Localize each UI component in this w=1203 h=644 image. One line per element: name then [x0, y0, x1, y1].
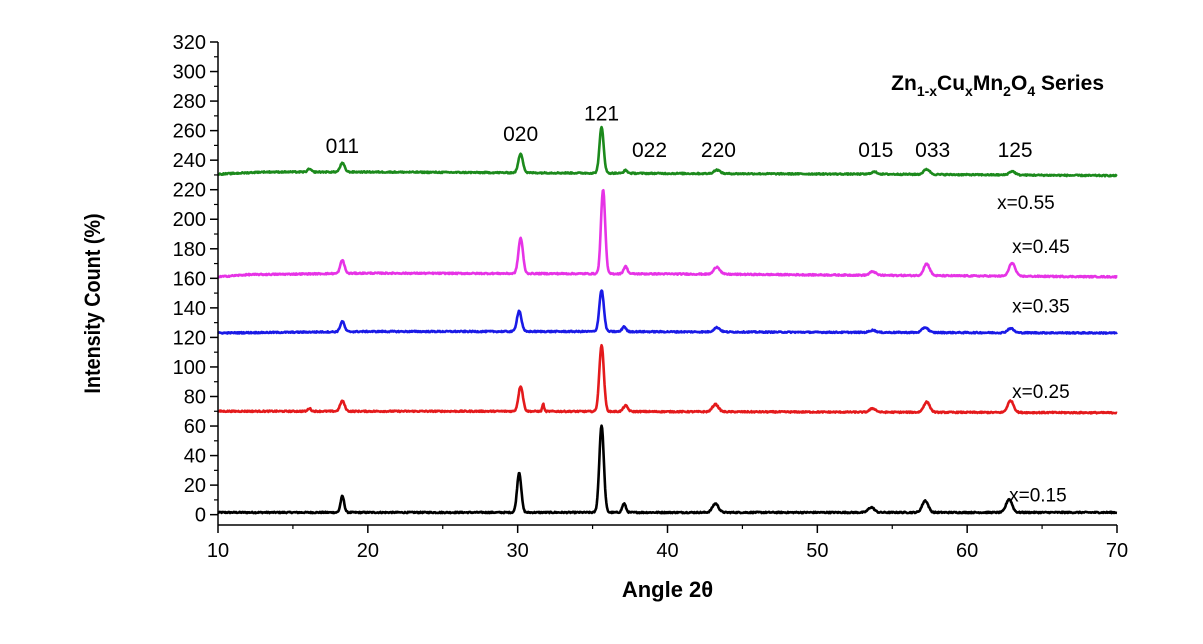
x-tick-label: 60	[956, 540, 978, 562]
peak-label: 022	[632, 139, 667, 162]
x-tick-label: 40	[656, 540, 678, 562]
series-label: x=0.35	[1012, 296, 1070, 317]
axes-layer: 10 20 30 40 50 60 7002040608010012014016018020…	[173, 32, 1129, 562]
y-tick-label: 320	[173, 32, 206, 54]
series-label: x=0.45	[1012, 237, 1070, 258]
peak-label: 015	[858, 139, 893, 162]
y-tick-label: 260	[173, 121, 206, 143]
y-tick-label: 40	[184, 446, 206, 468]
y-tick-label: 200	[173, 209, 206, 231]
series-layer	[217, 125, 1118, 515]
series-label: x=0.25	[1012, 382, 1070, 403]
series-line	[217, 289, 1118, 335]
title-text-part: Series	[1035, 72, 1104, 95]
labels-layer: x=0.15 x=0.25 x=0.35 x=0.45 x=0.55 011 020 121 0…	[326, 102, 1070, 506]
y-tick-label: 300	[173, 62, 206, 84]
peak-label: 121	[584, 102, 619, 125]
y-tick-label: 100	[173, 357, 206, 379]
title-subscript: 4	[1027, 83, 1035, 99]
y-tick-label: 240	[173, 150, 206, 172]
series-line	[217, 125, 1118, 178]
title-text-part: Zn	[891, 72, 917, 95]
y-tick-label: 160	[173, 268, 206, 290]
x-tick-label: 10	[207, 540, 229, 562]
title-subscript: 2	[1003, 83, 1011, 99]
x-tick-label: 50	[806, 540, 828, 562]
y-tick-label: 0	[195, 505, 206, 527]
title-text-part: Mn	[973, 72, 1003, 95]
y-tick-label: 180	[173, 239, 206, 261]
y-tick-label: 60	[184, 416, 206, 438]
x-axis-title: Angle 2θ	[622, 577, 713, 602]
y-axis-title: Intensity Count (%)	[81, 213, 105, 393]
peak-label: 011	[326, 135, 359, 158]
y-tick-label: 120	[173, 327, 206, 349]
peak-label: 020	[503, 123, 538, 146]
x-tick-label: 30	[507, 540, 529, 562]
title-subscript: x	[965, 83, 973, 99]
series-line	[217, 343, 1118, 415]
series-line	[217, 188, 1118, 279]
title-subscript: 1-x	[917, 83, 937, 99]
peak-label: 220	[701, 139, 736, 162]
x-tick-label: 70	[1106, 540, 1128, 562]
y-tick-label: 80	[184, 386, 206, 408]
y-tick-label: 220	[173, 180, 206, 202]
series-label: x=0.15	[1009, 485, 1067, 506]
peak-label: 125	[998, 139, 1033, 162]
series-label: x=0.55	[997, 193, 1055, 214]
y-tick-label: 280	[173, 91, 206, 113]
peak-label: 033	[915, 139, 950, 162]
y-tick-label: 20	[184, 475, 206, 497]
y-tick-label: 140	[173, 298, 206, 320]
chart-title: Zn1-xCuxMn2O4 Series	[891, 72, 1104, 99]
x-tick-label: 20	[357, 540, 379, 562]
series-line	[217, 424, 1118, 515]
title-text-part: Cu	[937, 72, 965, 95]
title-text-part: O	[1011, 72, 1027, 95]
